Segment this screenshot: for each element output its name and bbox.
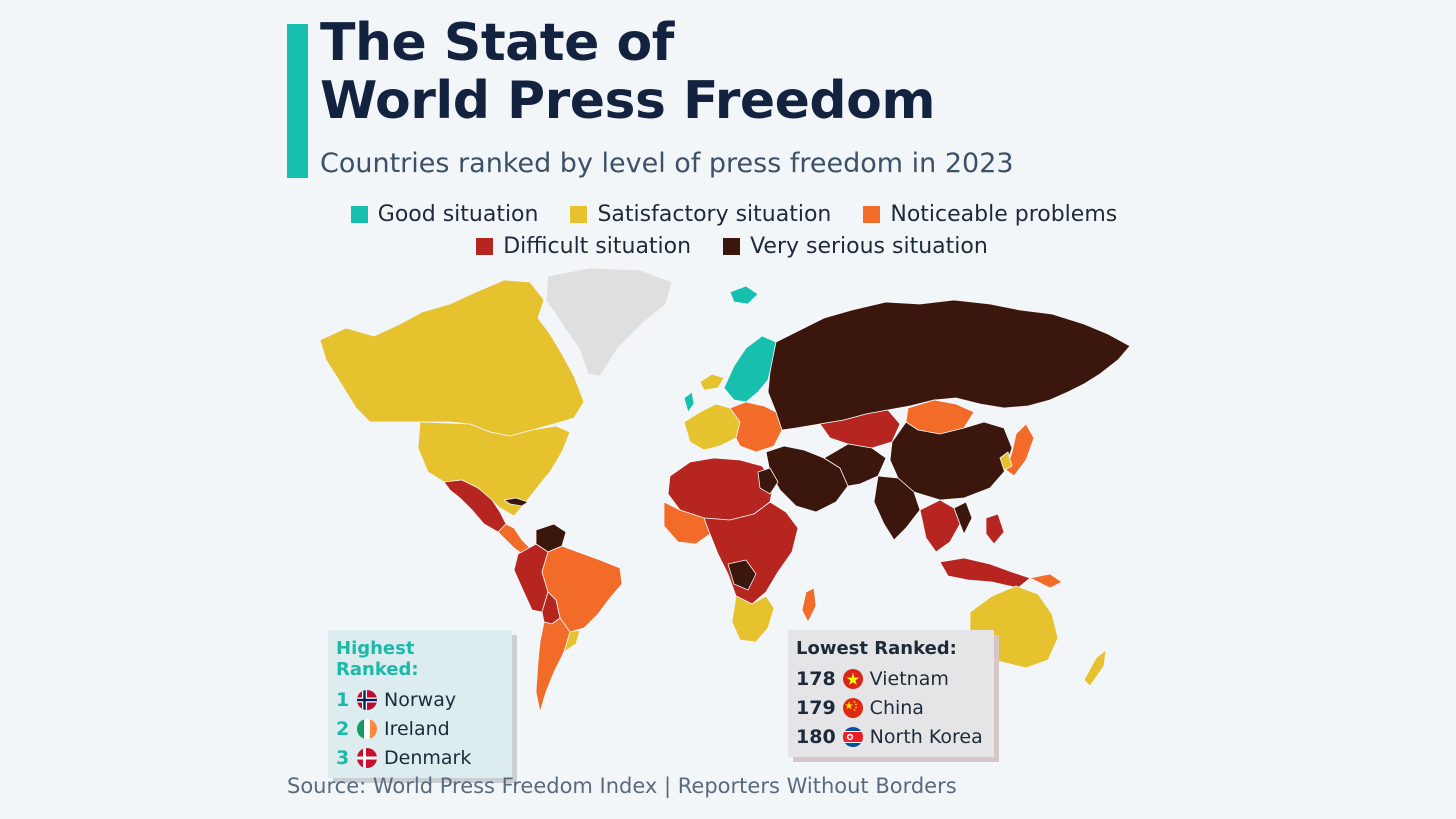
japan-region bbox=[1005, 423, 1035, 477]
korea-region bbox=[999, 451, 1013, 471]
greenland-region bbox=[545, 267, 673, 377]
lowest-ranked-panel: Lowest Ranked: 178 Vietnam 179 China 180… bbox=[788, 630, 994, 757]
rank-number: 2 bbox=[336, 717, 350, 740]
country-name: Norway bbox=[384, 688, 457, 711]
lowest-ranked-title: Lowest Ranked: bbox=[796, 638, 957, 659]
russia-region bbox=[767, 299, 1131, 431]
highest-ranked-panel: Highest Ranked: 1 Norway 2 Ireland 3 Den… bbox=[328, 630, 512, 778]
chile-uruguay-region bbox=[563, 629, 581, 653]
eastern-europe-region bbox=[729, 401, 783, 453]
lowest-ranked-row: 178 Vietnam bbox=[796, 664, 984, 693]
legend-label-difficult: Difficult situation bbox=[503, 234, 692, 259]
india-region bbox=[873, 475, 921, 541]
legend-label-very-serious: Very serious situation bbox=[750, 234, 988, 259]
philippines-region bbox=[985, 513, 1005, 545]
central-asia-region bbox=[819, 409, 901, 449]
rank-number: 179 bbox=[796, 696, 836, 719]
iceland-region bbox=[699, 373, 725, 391]
legend-item-difficult: Difficult situation bbox=[476, 234, 691, 259]
denmark-flag-icon bbox=[357, 747, 377, 768]
rank-number: 180 bbox=[796, 725, 836, 748]
title-line-2: World Press Freedom bbox=[320, 71, 936, 131]
country-name: North Korea bbox=[869, 725, 983, 748]
page-title: The State of World Press Freedom bbox=[320, 13, 936, 131]
highest-ranked-row: 1 Norway bbox=[336, 685, 502, 714]
highest-ranked-row: 3 Denmark bbox=[336, 743, 502, 772]
west-africa-region bbox=[663, 501, 711, 545]
lowest-ranked-row: 180 North Korea bbox=[796, 722, 984, 751]
southern-africa-region bbox=[731, 595, 775, 643]
vietnam-flag-icon bbox=[842, 668, 863, 689]
legend-row-1: Good situation Satisfactory situation No… bbox=[0, 202, 1456, 227]
legend-swatch-difficult bbox=[476, 238, 494, 255]
legend-item-satisfactory: Satisfactory situation bbox=[570, 202, 831, 227]
colombia-peru-region bbox=[513, 543, 549, 613]
legend-label-good: Good situation bbox=[377, 202, 539, 227]
southeast-asia-region bbox=[919, 499, 961, 553]
argentina-region bbox=[535, 617, 571, 713]
highest-ranked-row: 2 Ireland bbox=[336, 714, 502, 743]
country-name: Ireland bbox=[384, 717, 450, 740]
legend-swatch-noticeable bbox=[863, 206, 881, 223]
legend-row-2: Difficult situation Very serious situati… bbox=[0, 234, 1456, 259]
uk-ireland-region bbox=[683, 391, 695, 413]
canada-region bbox=[319, 279, 585, 437]
png-region bbox=[1029, 573, 1063, 589]
legend-swatch-good bbox=[350, 206, 368, 223]
highest-ranked-title: Highest Ranked: bbox=[336, 638, 419, 680]
country-name: Denmark bbox=[384, 746, 472, 769]
country-name: Vietnam bbox=[869, 667, 949, 690]
new-zealand-region bbox=[1083, 649, 1107, 687]
accent-bar bbox=[287, 24, 308, 178]
congo-region bbox=[727, 559, 757, 591]
cuba-region bbox=[503, 497, 529, 507]
source-note: Source: World Press Freedom Index | Repo… bbox=[287, 774, 957, 798]
title-line-1: The State of bbox=[320, 13, 674, 73]
lowest-ranked-row: 179 China bbox=[796, 693, 984, 722]
egypt-region bbox=[757, 467, 779, 495]
central-africa-region bbox=[703, 501, 799, 605]
rank-number: 1 bbox=[336, 688, 350, 711]
ireland-flag-icon bbox=[357, 718, 377, 739]
north-korea-flag-icon bbox=[842, 726, 863, 747]
legend-item-good: Good situation bbox=[350, 202, 539, 227]
legend-label-noticeable: Noticeable problems bbox=[890, 202, 1118, 227]
usa-region bbox=[417, 421, 571, 517]
country-name: China bbox=[869, 696, 924, 719]
svalbard-region bbox=[729, 285, 759, 305]
norway-flag-icon bbox=[357, 689, 377, 710]
middle-east-region bbox=[765, 445, 849, 513]
legend-item-very-serious: Very serious situation bbox=[723, 234, 988, 259]
world-map bbox=[319, 267, 1131, 713]
legend-label-satisfactory: Satisfactory situation bbox=[597, 202, 832, 227]
madagascar-region bbox=[801, 587, 817, 623]
legend-item-noticeable: Noticeable problems bbox=[863, 202, 1117, 227]
rank-number: 178 bbox=[796, 667, 836, 690]
legend-swatch-very-serious bbox=[723, 238, 741, 255]
indonesia-region bbox=[939, 557, 1031, 589]
page-subtitle: Countries ranked by level of press freed… bbox=[320, 148, 1014, 179]
legend-swatch-satisfactory bbox=[570, 206, 588, 223]
vietnam-region bbox=[953, 501, 973, 535]
china-flag-icon bbox=[842, 697, 863, 718]
rank-number: 3 bbox=[336, 746, 350, 769]
